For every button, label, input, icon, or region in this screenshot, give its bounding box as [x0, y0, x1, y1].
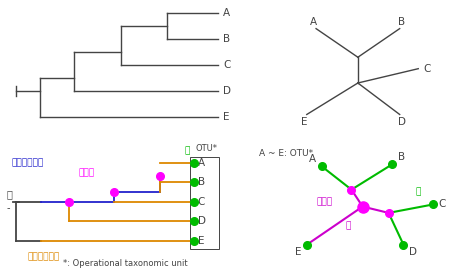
Text: D: D — [398, 117, 406, 127]
Text: D: D — [198, 216, 206, 226]
Text: 根: 根 — [7, 189, 13, 199]
Text: D: D — [409, 247, 417, 257]
Text: A: A — [309, 154, 316, 164]
Text: ノード: ノード — [317, 198, 333, 207]
Text: E: E — [301, 117, 308, 127]
Text: C: C — [439, 200, 446, 210]
Text: 葉: 葉 — [416, 187, 421, 196]
Text: B: B — [198, 177, 205, 187]
Text: E: E — [295, 247, 301, 257]
Text: ノード: ノード — [79, 168, 95, 177]
Text: A ~ E: OTU*: A ~ E: OTU* — [259, 149, 313, 158]
Text: 根（外分枝）: 根（外分枝） — [27, 252, 60, 261]
Text: *: Operational taxonomic unit: *: Operational taxonomic unit — [64, 259, 188, 268]
Text: C: C — [423, 64, 430, 74]
Text: B: B — [223, 34, 230, 44]
Text: E: E — [198, 236, 204, 246]
Text: C: C — [198, 197, 205, 207]
Text: D: D — [223, 86, 231, 96]
Text: E: E — [223, 112, 229, 122]
Text: A: A — [310, 17, 317, 27]
Text: A: A — [223, 8, 230, 18]
Text: A: A — [198, 158, 205, 168]
Text: C: C — [223, 60, 230, 70]
Text: 枝: 枝 — [345, 221, 350, 230]
Text: B: B — [399, 17, 406, 27]
Text: -: - — [7, 203, 10, 213]
Text: 葉: 葉 — [185, 146, 191, 156]
Text: OTU*: OTU* — [195, 144, 217, 153]
Text: 枝（内分枝）: 枝（内分枝） — [11, 158, 44, 167]
Text: B: B — [398, 152, 405, 162]
